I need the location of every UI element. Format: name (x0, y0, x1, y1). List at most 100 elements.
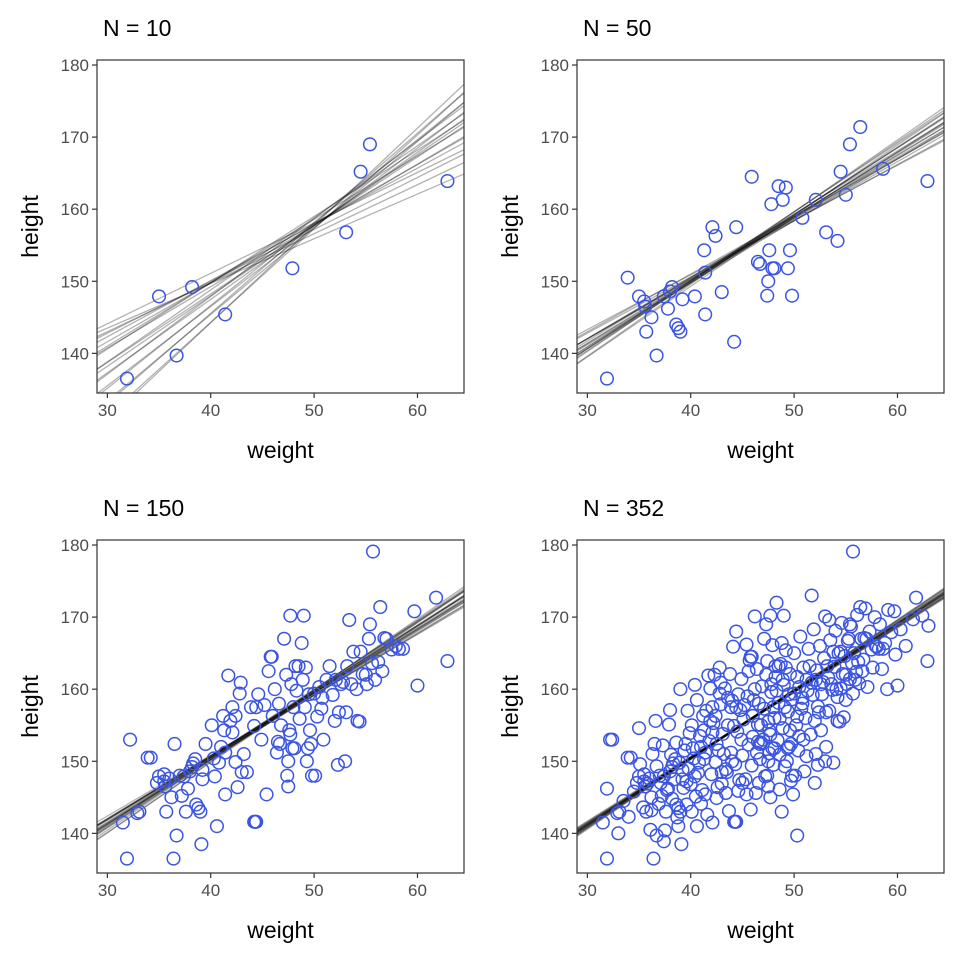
data-point (761, 274, 776, 289)
panel-n352: N = 352 30 40 50 60 140 150 160 170 180 weight heig… (480, 480, 960, 960)
data-point (676, 780, 691, 795)
data-point (774, 804, 789, 819)
data-point (858, 601, 873, 616)
data-point (850, 607, 865, 623)
data-point (764, 685, 779, 700)
data-point (660, 301, 676, 316)
data-point (683, 777, 698, 792)
data-point (388, 638, 403, 654)
data-point (595, 815, 610, 830)
data-point (784, 288, 800, 303)
data-point (898, 638, 913, 654)
data-point (712, 660, 727, 675)
data-point (225, 700, 240, 715)
data-point (845, 686, 861, 701)
data-point (821, 670, 836, 685)
data-point (599, 781, 615, 796)
data-point (673, 324, 688, 339)
data-point (167, 736, 182, 752)
data-point (230, 780, 245, 795)
data-point (810, 757, 825, 772)
x-tick-label: 50 (785, 881, 804, 900)
y-axis-title: height (17, 195, 43, 258)
data-point (616, 793, 631, 808)
data-point (760, 288, 775, 303)
data-point (331, 705, 346, 720)
data-point (704, 767, 719, 782)
panel-title: N = 50 (583, 15, 651, 41)
data-point (362, 617, 377, 632)
data-point (407, 604, 422, 619)
data-point (789, 718, 804, 733)
data-point (809, 663, 824, 678)
data-point (687, 677, 702, 692)
y-tick-label: 170 (61, 128, 89, 147)
data-point (281, 779, 296, 794)
regression-line (577, 129, 944, 346)
regression-line (577, 591, 944, 833)
data-point (786, 787, 801, 802)
data-point (736, 712, 751, 727)
data-point (806, 622, 821, 637)
data-point (651, 796, 666, 811)
data-point (723, 700, 739, 715)
data-point (887, 604, 902, 619)
data-point (228, 708, 243, 723)
data-point (792, 729, 807, 744)
data-point (270, 734, 285, 749)
regression-line (97, 149, 464, 330)
data-point (645, 747, 660, 762)
data-point (288, 659, 303, 674)
regression-line (577, 122, 944, 354)
data-point (209, 819, 224, 834)
data-point (198, 736, 213, 752)
data-point (742, 653, 757, 668)
plot-area (97, 83, 464, 393)
data-point (221, 668, 236, 683)
data-point (384, 642, 399, 657)
data-point (339, 225, 354, 240)
data-point (909, 590, 924, 605)
data-point (662, 703, 678, 718)
data-point (831, 646, 846, 661)
y-tick-label: 160 (61, 200, 89, 219)
data-point (714, 765, 729, 780)
data-point (757, 701, 772, 716)
data-point (768, 669, 783, 684)
panel-n10: N = 10 30 40 50 60 140 150 160 170 180 weight heigh… (0, 0, 480, 480)
data-point (757, 631, 772, 646)
data-point (819, 225, 834, 240)
regression-line (118, 92, 464, 393)
regression-line (577, 592, 944, 832)
y-tick-label: 170 (541, 608, 569, 627)
data-point (750, 717, 765, 732)
regression-line (97, 598, 464, 830)
data-point (698, 307, 713, 322)
data-point (626, 784, 641, 799)
data-point (333, 677, 349, 692)
data-point (669, 735, 684, 750)
x-tick-label: 50 (785, 401, 804, 420)
data-point (328, 672, 343, 687)
data-point (800, 683, 815, 698)
data-point (283, 727, 298, 742)
data-point (289, 683, 304, 698)
data-point (140, 750, 155, 765)
data-point (729, 624, 744, 639)
y-tick-label: 150 (61, 752, 89, 771)
y-tick-label: 140 (61, 824, 89, 843)
x-tick-label: 60 (888, 401, 907, 420)
data-point (874, 661, 890, 677)
data-point (777, 759, 792, 774)
data-point (302, 723, 318, 738)
regression-line (97, 601, 464, 826)
data-point (157, 767, 172, 782)
data-point (767, 710, 782, 726)
data-point (675, 292, 690, 307)
data-point (706, 716, 721, 731)
data-point (720, 690, 735, 705)
data-point (717, 681, 732, 696)
data-point (652, 768, 667, 783)
data-point (236, 747, 251, 762)
data-point (254, 732, 269, 747)
